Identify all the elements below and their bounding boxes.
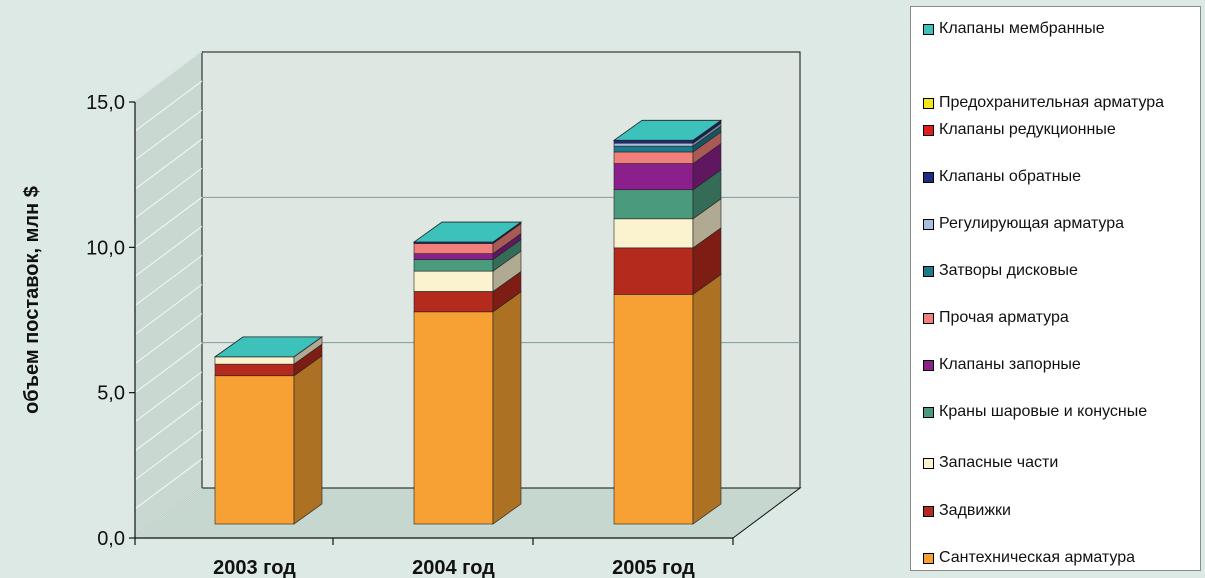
bar-segment — [413, 291, 494, 313]
wall-hatch — [134, 196, 203, 248]
wall-hatch — [134, 487, 203, 539]
legend-swatch — [923, 506, 934, 517]
legend-label: Клапаны редукционные — [939, 121, 1116, 138]
bar-segment — [613, 140, 694, 144]
bar-segment — [214, 375, 295, 525]
legend-label: Регулирующая арматура — [939, 215, 1124, 232]
x-tick-label: 2003 год — [213, 557, 296, 578]
bar-segment — [613, 218, 694, 249]
y-axis-label: объем поставок, млн $ — [21, 186, 43, 414]
legend-swatch — [923, 313, 934, 324]
wall-hatch — [134, 51, 203, 103]
y-tick-label: 15,0 — [86, 92, 125, 114]
legend-label: Задвижки — [939, 502, 1011, 519]
wall-hatch — [134, 138, 203, 190]
bar-segment — [413, 311, 494, 525]
bar-top — [213, 336, 324, 358]
wall-hatch — [134, 429, 203, 481]
y-tick-label: 0,0 — [97, 528, 125, 550]
bar-segment — [613, 189, 694, 220]
legend-label: Клапаны мембранные — [939, 20, 1105, 37]
bar-top — [412, 221, 523, 243]
wall-hatch — [134, 80, 203, 132]
chart-plot: 0,0 5,0 10,0 15,0 объем поставок, млн $ 2003 … — [21, 51, 802, 578]
bar-segment-side — [692, 273, 722, 525]
wall-hatch — [134, 313, 203, 365]
legend-swatch — [923, 407, 934, 418]
y-tick-label: 5,0 — [97, 383, 125, 405]
wall-hatch — [134, 225, 203, 277]
bar-segment-side — [293, 355, 323, 525]
legend-label: Предохранительная арматура — [939, 94, 1165, 111]
legend-swatch — [923, 172, 934, 183]
bar-segment — [413, 243, 494, 254]
legend-swatch — [923, 98, 934, 109]
legend-label: Краны шаровые и конусные — [939, 403, 1148, 420]
legend-label: Затворы дисковые — [939, 262, 1078, 279]
legend-swatch — [923, 360, 934, 371]
legend-label: Прочая арматура — [939, 309, 1069, 326]
x-tick-label: 2005 год — [612, 557, 695, 578]
wall-hatch — [134, 458, 203, 510]
wall-hatch — [134, 284, 203, 335]
wall-hatch — [134, 400, 203, 452]
legend-swatch — [923, 458, 934, 469]
bar-segment — [214, 356, 295, 365]
legend-label: Клапаны запорные — [939, 356, 1081, 373]
bar-segment-side — [492, 291, 522, 525]
y-tick-label: 10,0 — [86, 237, 125, 259]
wall-hatch — [134, 167, 203, 219]
side-wall — [134, 51, 203, 539]
chart-legend: Клапаны мембранные Предохранительная арма… — [910, 6, 1201, 571]
wall-hatch — [134, 109, 203, 161]
bar-segment — [613, 151, 694, 164]
bar-segment — [413, 253, 494, 260]
legend-swatch — [923, 219, 934, 230]
legend-swatch — [923, 266, 934, 277]
bar-segment — [413, 259, 494, 272]
wall-hatch — [134, 371, 203, 423]
legend-swatch — [923, 24, 934, 35]
x-tick-label: 2004 год — [412, 557, 495, 578]
legend-label: Клапаны обратные — [939, 168, 1081, 185]
bar-segment — [613, 163, 694, 191]
wall-hatch — [134, 342, 203, 394]
legend-label: Сантехническая арматура — [939, 549, 1135, 566]
bar-segment — [214, 363, 295, 377]
legend-swatch — [923, 553, 934, 564]
bar-segment — [613, 142, 694, 147]
bar-segment — [613, 294, 694, 525]
bar-segment — [613, 145, 694, 153]
bar-top — [612, 119, 723, 141]
bar-segment — [413, 270, 494, 292]
legend-swatch — [923, 125, 934, 136]
legend-label: Запасные части — [939, 454, 1059, 471]
wall-hatch — [134, 255, 203, 306]
bar-segment — [613, 247, 694, 295]
